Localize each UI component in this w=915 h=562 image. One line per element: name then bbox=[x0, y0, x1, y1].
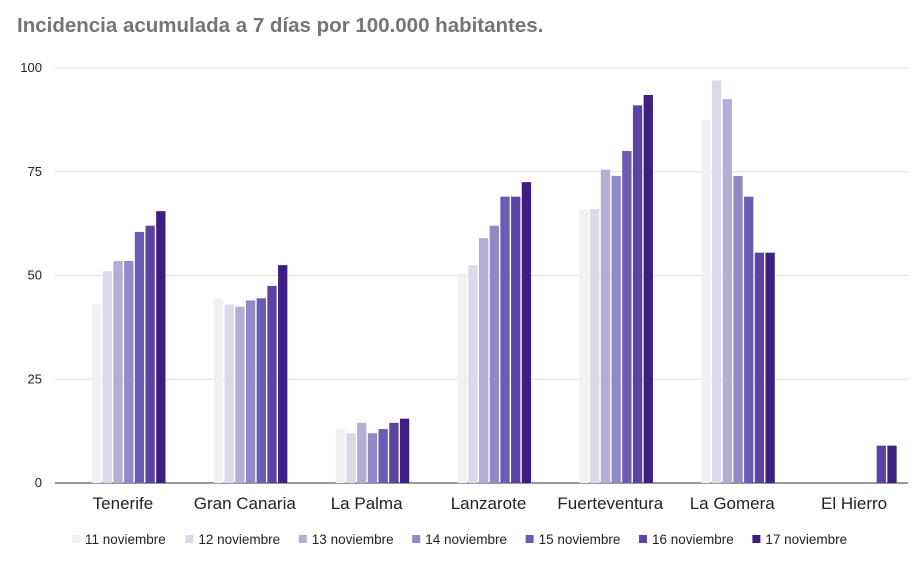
x-tick-label: Tenerife bbox=[93, 494, 153, 513]
y-tick-label: 100 bbox=[20, 60, 42, 75]
y-axis: 0 25 50 75 100 bbox=[20, 60, 42, 490]
x-tick-label: Fuerteventura bbox=[557, 494, 663, 513]
bar-tenerife-1 bbox=[92, 304, 102, 483]
bar-gran-canaria-3 bbox=[235, 306, 245, 483]
bar-la-palma-1 bbox=[335, 429, 346, 483]
bar-la-gomera-3 bbox=[722, 99, 732, 483]
bar-gran-canaria-2 bbox=[224, 304, 234, 483]
bar-gran-canaria-4 bbox=[245, 300, 256, 483]
bar-tenerife-3 bbox=[113, 260, 123, 483]
bar-la-gomera-2 bbox=[711, 80, 722, 483]
bar-la-palma-5 bbox=[378, 429, 388, 483]
chart-title: Incidencia acumulada a 7 días por 100.00… bbox=[17, 14, 544, 37]
bar-la-palma-6 bbox=[389, 422, 399, 483]
x-tick-label: La Gomera bbox=[690, 494, 776, 513]
bar-fuerteventura-5 bbox=[622, 151, 632, 483]
bar-lanzarote-5 bbox=[500, 196, 510, 483]
bar-fuerteventura-3 bbox=[600, 169, 611, 484]
bar-tenerife-4 bbox=[124, 260, 134, 483]
legend-swatch bbox=[639, 535, 647, 543]
x-tick-label: La Palma bbox=[331, 494, 403, 513]
bar-gran-canaria-6 bbox=[267, 285, 277, 483]
legend-swatch bbox=[752, 535, 761, 543]
legend-swatch bbox=[72, 535, 80, 543]
bar-tenerife-7 bbox=[156, 211, 166, 484]
legend-label: 12 noviembre bbox=[198, 532, 280, 547]
bar-lanzarote-3 bbox=[478, 238, 489, 483]
legend-label: 17 noviembre bbox=[765, 532, 847, 547]
bar-fuerteventura-7 bbox=[643, 94, 653, 483]
y-tick-label: 25 bbox=[28, 371, 42, 386]
bar-fuerteventura-4 bbox=[611, 175, 621, 483]
bar-fuerteventura-2 bbox=[590, 209, 600, 483]
x-tick-label: Gran Canaria bbox=[194, 494, 297, 513]
bar-la-palma-4 bbox=[367, 433, 378, 483]
bars bbox=[92, 80, 897, 484]
bar-fuerteventura-6 bbox=[632, 105, 643, 483]
bar-tenerife-5 bbox=[134, 231, 145, 483]
bar-gran-canaria-1 bbox=[213, 298, 224, 483]
y-tick-label: 75 bbox=[28, 164, 42, 179]
legend-swatch bbox=[298, 535, 307, 543]
legend-swatch bbox=[412, 535, 421, 543]
bar-gran-canaria-5 bbox=[256, 298, 266, 483]
bar-la-gomera-6 bbox=[754, 252, 765, 483]
legend: 11 noviembre 12 noviembre 13 noviembre 14 n… bbox=[72, 532, 847, 547]
bar-la-gomera-1 bbox=[701, 119, 711, 483]
y-tick-label: 50 bbox=[28, 268, 42, 283]
x-tick-label: El Hierro bbox=[821, 494, 887, 513]
bar-la-gomera-5 bbox=[744, 196, 754, 483]
legend-label: 14 noviembre bbox=[425, 532, 507, 547]
bar-fuerteventura-1 bbox=[579, 209, 589, 483]
bar-el-hierro-7 bbox=[887, 445, 897, 483]
y-tick-label: 0 bbox=[35, 475, 42, 490]
bar-el-hierro-6 bbox=[876, 445, 886, 483]
bar-gran-canaria-7 bbox=[278, 265, 288, 483]
bar-lanzarote-7 bbox=[521, 182, 532, 483]
bar-la-palma-3 bbox=[357, 422, 367, 483]
bar-lanzarote-4 bbox=[489, 225, 499, 483]
x-axis: Tenerife Gran Canaria La Palma Lanzarote Fue… bbox=[93, 494, 887, 513]
legend-label: 13 noviembre bbox=[312, 532, 394, 547]
legend-label: 15 noviembre bbox=[539, 532, 621, 547]
bar-tenerife-6 bbox=[145, 225, 155, 483]
legend-label: 16 noviembre bbox=[652, 532, 734, 547]
legend-swatch bbox=[525, 535, 534, 543]
legend-swatch bbox=[185, 535, 194, 543]
bar-la-palma-7 bbox=[399, 418, 410, 483]
bar-lanzarote-2 bbox=[468, 265, 478, 483]
bar-tenerife-2 bbox=[102, 271, 112, 483]
bar-la-gomera-7 bbox=[765, 252, 775, 483]
bar-lanzarote-1 bbox=[457, 273, 467, 483]
bar-la-gomera-4 bbox=[733, 175, 743, 483]
bar-lanzarote-6 bbox=[511, 196, 521, 483]
legend-label: 11 noviembre bbox=[85, 532, 166, 547]
bar-la-palma-2 bbox=[346, 433, 356, 483]
x-tick-label: Lanzarote bbox=[451, 494, 527, 513]
